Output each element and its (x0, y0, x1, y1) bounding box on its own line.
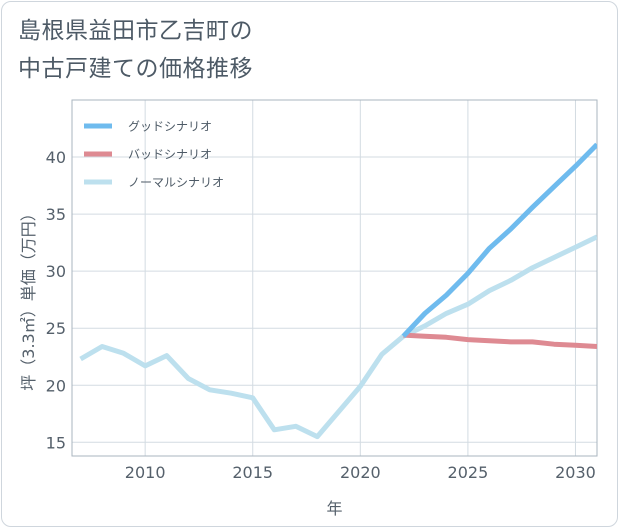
x-tick-label-2020: 2020 (340, 463, 381, 482)
series-line-0 (401, 142, 597, 338)
legend-label-1: バッドシナリオ (128, 148, 212, 162)
y-axis-ticks: 15 20 25 30 35 40 (46, 148, 66, 452)
y-tick-label-20: 20 (46, 376, 66, 395)
series-line-1 (403, 332, 597, 349)
chart-title-line-1: 島根県益田市乙吉町の (18, 18, 253, 44)
plot-area (71, 99, 598, 457)
x-axis-title: 年 (326, 499, 342, 518)
legend-label-2: ノーマルシナリオ (128, 176, 224, 190)
chart-title: 島根県益田市乙吉町の 中古戸建ての価格推移 (18, 12, 253, 88)
y-tick-label-25: 25 (46, 319, 66, 338)
legend-label-0: グッドシナリオ (128, 120, 212, 134)
y-tick-label-30: 30 (46, 262, 66, 281)
x-tick-label-2025: 2025 (448, 463, 489, 482)
y-tick-label-35: 35 (46, 205, 66, 224)
y-tick-label-40: 40 (46, 148, 66, 167)
y-axis-title: 坪（3.3㎡）単価（万円） (19, 205, 38, 390)
series-line-2 (79, 234, 597, 440)
x-tick-label-2010: 2010 (125, 463, 166, 482)
chart-title-line-2: 中古戸建ての価格推移 (18, 56, 253, 82)
y-tick-label-15: 15 (46, 433, 66, 452)
x-axis-ticks: 2010 2015 2020 2025 2030 (125, 463, 596, 482)
x-tick-label-2015: 2015 (232, 463, 273, 482)
series-lines (79, 142, 597, 440)
x-tick-label-2030: 2030 (555, 463, 596, 482)
